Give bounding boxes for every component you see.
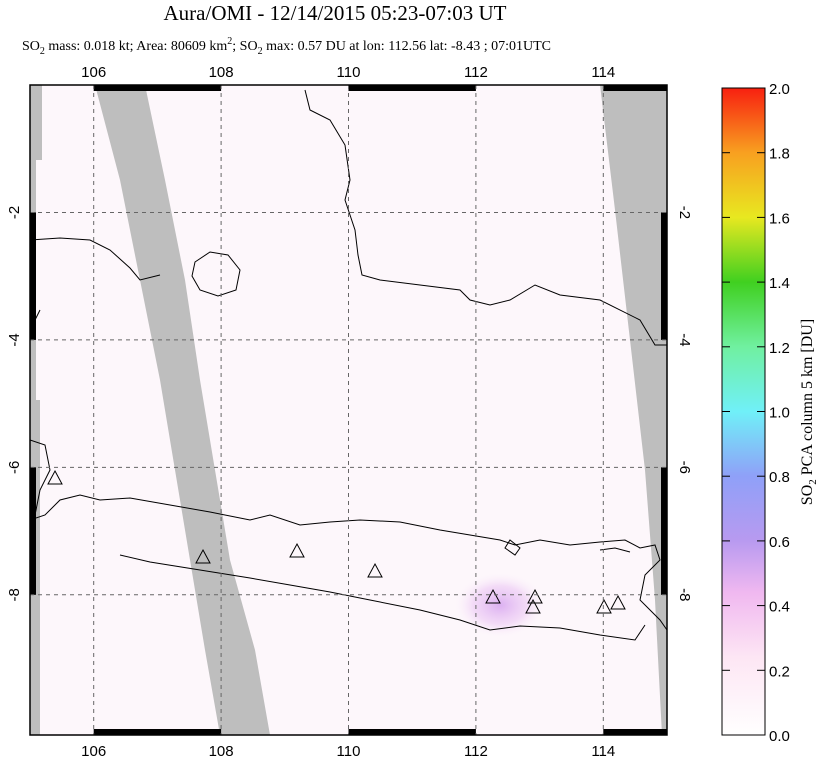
island [504, 539, 631, 556]
no-data-swath [600, 85, 667, 735]
lon-tick-label: 112 [464, 743, 488, 759]
subtitle-sub: 2 [40, 46, 45, 57]
frame-bar [603, 729, 667, 735]
lon-tick-label: 110 [337, 743, 361, 759]
volcano-markers [47, 469, 626, 614]
coastline [30, 494, 667, 631]
colorbar-tick-label: 0.6 [769, 534, 790, 551]
frame-bar [93, 729, 222, 735]
subtitle-part: SO [22, 39, 40, 54]
map-area [30, 85, 667, 735]
frame-bar [661, 212, 667, 340]
colorbar-tick-label: 1.2 [769, 340, 790, 357]
frame-bar [348, 85, 476, 91]
colorbar-tick-label: 2.0 [769, 81, 790, 98]
lon-tick-label: 108 [209, 64, 234, 81]
colorbar-title-part: PCA column 5 km [DU] [799, 319, 816, 479]
colorbar-title-sub: 2 [807, 479, 819, 485]
frame-bar [30, 467, 36, 595]
subtitle-sup: 2 [227, 36, 232, 47]
lon-tick-label: 110 [337, 64, 361, 81]
colorbar-tick-label: 0.0 [769, 728, 790, 745]
subtitle-part: mass: 0.018 kt; Area: 80609 km [45, 39, 227, 54]
no-data-swath [95, 85, 270, 735]
frame-bar [603, 85, 667, 91]
island [191, 251, 241, 297]
lon-tick-label: 114 [591, 743, 615, 759]
colorbar-tick-label: 0.8 [769, 469, 790, 486]
frame-bar [348, 729, 476, 735]
subtitle-part: max: 0.57 DU at lon: 112.56 lat: -8.43 ;… [263, 39, 551, 54]
lat-tick-label: -2 [676, 206, 693, 219]
lat-tick-label: -8 [6, 588, 23, 601]
colorbar-tick-label: 0.4 [769, 599, 790, 616]
subtitle: SO2 mass: 0.018 kt; Area: 80609 km2; SO2… [22, 36, 551, 57]
colorbar-title-part: SO [799, 485, 816, 505]
lat-tick-label: -4 [6, 333, 23, 346]
frame-bar [93, 85, 222, 91]
lon-tick-label: 114 [591, 64, 615, 81]
colorbar-tick-label: 0.2 [769, 663, 790, 680]
lon-tick-label: 106 [81, 743, 106, 759]
so2-plume [455, 573, 545, 637]
lat-tick-label: -6 [6, 461, 23, 474]
lat-tick-label: -8 [676, 588, 693, 601]
subtitle-sub: 2 [258, 46, 263, 57]
colorbar-axis: 0.0 0.2 0.4 0.6 0.8 1.0 1.2 1.4 1.6 1.8 2.0 [722, 81, 790, 745]
coastline [119, 554, 646, 641]
lon-tick-label: 108 [209, 743, 234, 759]
lat-tick-label: -4 [676, 333, 693, 346]
title: Aura/OMI - 12/14/2015 05:23-07:03 UT [164, 1, 507, 25]
colorbar-tick-label: 1.4 [769, 275, 790, 292]
coastline [304, 89, 667, 346]
frame-bar [30, 212, 36, 340]
colorbar-tick-label: 1.6 [769, 210, 790, 227]
lon-tick-label: 112 [464, 64, 488, 81]
lon-tick-label: 106 [81, 64, 106, 81]
lat-tick-label: -2 [6, 206, 23, 219]
subtitle-part: ; SO [232, 39, 257, 54]
colorbar-tick-label: 1.0 [769, 405, 790, 422]
colorbar-title: SO2 PCA column 5 km [DU] [799, 319, 819, 505]
colorbar-tick-label: 1.8 [769, 146, 790, 163]
frame-bar [661, 467, 667, 595]
lat-tick-label: -6 [676, 461, 693, 474]
map-frame [29, 84, 668, 736]
map-axes: 106 106 108 108 110 110 112 112 114 114 -2 -2 -4 -4 -6… [6, 64, 693, 759]
